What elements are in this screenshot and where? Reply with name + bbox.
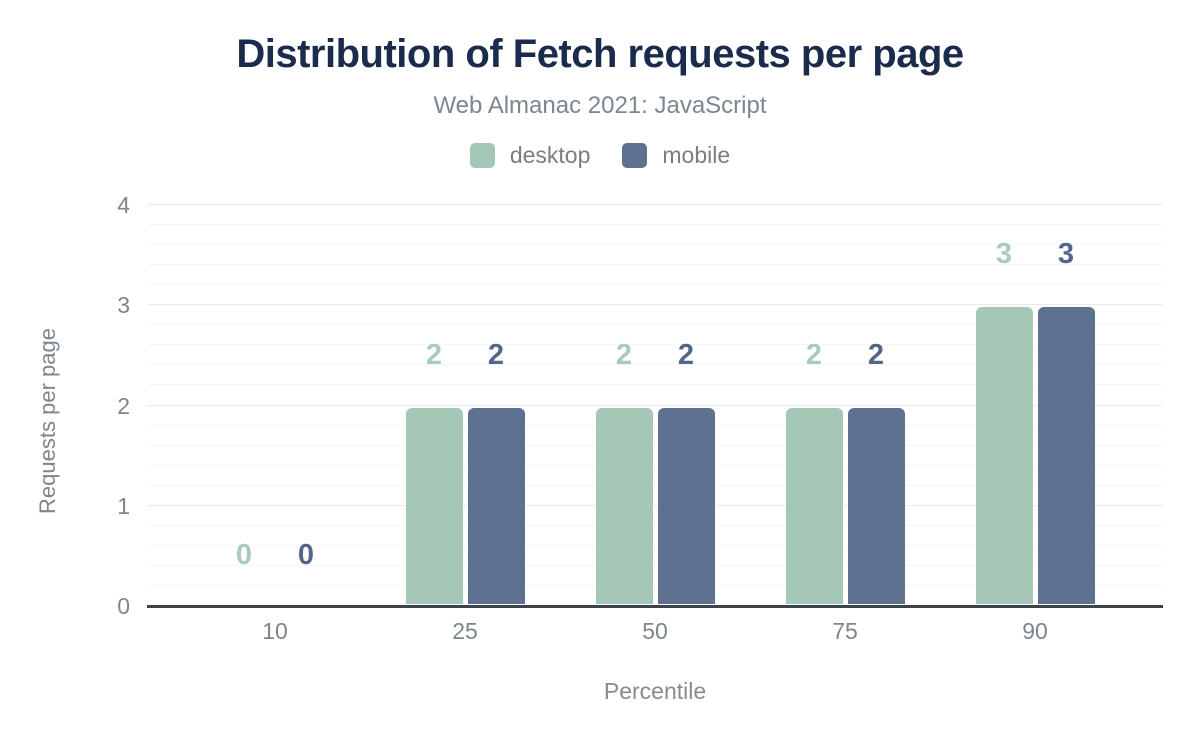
bar-value-label-desktop-p90: 3 xyxy=(995,238,1013,271)
legend-item-mobile: mobile xyxy=(622,142,730,169)
x-tick-label: 10 xyxy=(262,618,288,644)
gridline-minor xyxy=(147,284,1163,286)
gridline-minor xyxy=(147,444,1163,446)
y-tick-label: 2 xyxy=(117,392,130,419)
x-axis-line xyxy=(147,605,1163,608)
x-tick-label: 25 xyxy=(452,618,478,644)
y-tick-label: 4 xyxy=(117,192,130,218)
x-tick-label: 90 xyxy=(1022,618,1048,644)
gridline-major xyxy=(147,204,1163,205)
gridline-minor xyxy=(147,564,1163,566)
gridline-minor xyxy=(147,264,1163,266)
legend-label-mobile: mobile xyxy=(662,142,731,168)
gridline-minor xyxy=(147,484,1163,486)
bar-value-label-mobile-p90: 3 xyxy=(1057,238,1075,271)
gridline-minor xyxy=(147,464,1163,466)
bar-value-label-desktop-p75: 2 xyxy=(805,338,823,371)
gridline-minor xyxy=(147,544,1163,546)
bar-value-label-mobile-p10: 0 xyxy=(297,539,315,571)
bar-value-label-mobile-p50: 2 xyxy=(677,338,695,371)
y-tick-label: 0 xyxy=(117,593,130,619)
bar-value-label-mobile-p75: 2 xyxy=(867,338,885,371)
bar-desktop-p25[interactable] xyxy=(405,407,463,604)
gridline-major xyxy=(147,404,1163,406)
gridline-minor xyxy=(147,224,1163,226)
gridline-major xyxy=(147,504,1163,506)
bar-mobile-p50[interactable] xyxy=(657,407,715,604)
x-tick-label: 75 xyxy=(832,618,858,644)
bar-desktop-p75[interactable] xyxy=(785,407,843,604)
gridline-minor xyxy=(147,364,1163,366)
y-tick-label: 3 xyxy=(117,292,130,319)
gridline-major xyxy=(147,304,1163,306)
legend-item-desktop: desktop xyxy=(469,142,591,169)
bar-desktop-p90[interactable] xyxy=(975,307,1033,604)
y-axis-title: Requests per page xyxy=(35,328,60,514)
gridline-minor xyxy=(147,244,1163,246)
gridline-minor xyxy=(147,324,1163,326)
legend-label-desktop: desktop xyxy=(509,142,591,168)
chart-title: Distribution of Fetch requests per page xyxy=(236,32,964,76)
x-tick-label: 50 xyxy=(642,618,668,644)
chart-subtitle: Web Almanac 2021: JavaScript xyxy=(433,92,767,119)
gridline-minor xyxy=(147,524,1163,526)
bar-mobile-p75[interactable] xyxy=(847,407,905,604)
bar-value-label-desktop-p25: 2 xyxy=(425,338,443,371)
bar-value-label-desktop-p50: 2 xyxy=(615,338,633,371)
bar-value-label-desktop-p10: 0 xyxy=(235,539,253,571)
x-axis-title: Percentile xyxy=(603,678,707,704)
gridline-minor xyxy=(147,584,1163,586)
legend: desktop mobile xyxy=(0,142,1200,169)
desktop-swatch-icon xyxy=(469,143,495,168)
gridline-minor xyxy=(147,344,1163,346)
plot-area: 0 0 2 2 2 2 2 2 3 3 xyxy=(147,204,1163,608)
bar-mobile-p25[interactable] xyxy=(467,407,525,604)
mobile-swatch-icon xyxy=(622,143,648,168)
gridline-minor xyxy=(147,384,1163,386)
gridline-minor xyxy=(147,424,1163,426)
y-tick-label: 1 xyxy=(117,492,130,519)
bar-value-label-mobile-p25: 2 xyxy=(487,338,505,371)
bar-mobile-p90[interactable] xyxy=(1037,307,1095,604)
bar-desktop-p50[interactable] xyxy=(595,407,653,604)
